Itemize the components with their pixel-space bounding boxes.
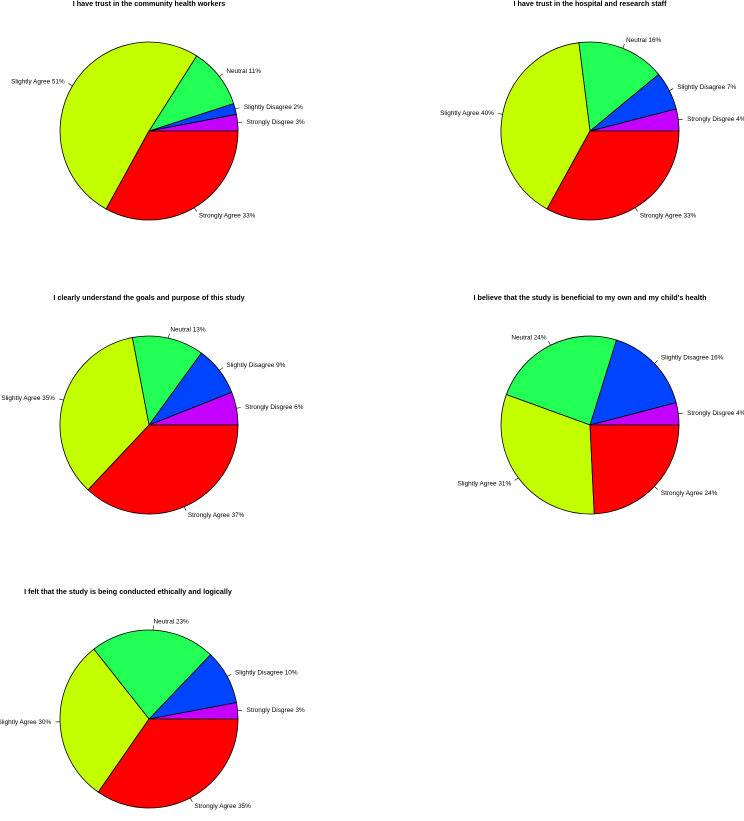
pie-labels: Strongly Disgree 3% Slightly Disagree 2% N… (11, 68, 305, 219)
slice-label: Strongly Agree 24% (661, 490, 718, 497)
slice-label: Neutral 16% (626, 37, 661, 44)
leader-line (236, 407, 241, 409)
slice-label: Strongly Disgree 3% (246, 119, 305, 126)
panel-title: I felt that the study is being conducted… (24, 587, 232, 596)
leader-line (635, 207, 638, 212)
slice-label: Neutral 11% (226, 68, 261, 75)
slice-label: Slightly Disagree 16% (661, 355, 724, 362)
slice-strongly-agree (97, 718, 239, 809)
slice-slightly-agree (59, 41, 198, 210)
pie-slices (59, 335, 239, 515)
slice-label: Neutral 24% (511, 334, 546, 341)
slice-neutral (93, 629, 212, 720)
leader-line (678, 412, 683, 415)
pie-slices (500, 41, 680, 221)
leader-line (68, 83, 73, 86)
slice-label: Slightly Agree 30% (0, 719, 51, 726)
leader-line (678, 118, 683, 121)
leader-line (622, 43, 625, 49)
slice-label: Strongly Agree 33% (640, 212, 697, 219)
pie-slices (500, 335, 680, 515)
slice-label: Slightly Agree 31% (458, 480, 512, 487)
leader-line (190, 797, 193, 802)
panel-community-health-workers: I have trust in the community health wor… (11, 0, 305, 221)
slice-label: Strongly Disgree 6% (245, 404, 304, 411)
slice-label: Slightly Agree 35% (1, 395, 55, 402)
leader-line (548, 341, 551, 346)
panel-goals-purpose: I clearly understand the goals and purpo… (1, 293, 303, 519)
leader-line (184, 506, 187, 511)
panel-title: I have trust in the hospital and researc… (514, 0, 668, 8)
slice-strongly-agree (87, 424, 239, 515)
panel-beneficial-health: I believe that the study is beneficial t… (458, 293, 744, 515)
pie-slices (59, 629, 239, 809)
pie-labels: Strongly Disgree 6% Slightly Disagree 9% N… (1, 327, 303, 519)
slice-label: Slightly Agree 40% (440, 110, 494, 117)
slice-slightly-agree (500, 394, 595, 515)
leader-line (498, 113, 503, 115)
slice-label: Strongly Disgree 4% (687, 410, 744, 417)
slice-label: Slightly Disagree 9% (226, 362, 285, 369)
slice-strongly-agree (589, 424, 680, 515)
pie-labels: Strongly Disgree 4% Slightly Disagree 7% N… (440, 37, 744, 219)
panel-hospital-research-staff: I have trust in the hospital and researc… (440, 0, 744, 221)
slice-slightly-agree (500, 42, 591, 210)
slice-neutral (131, 335, 202, 426)
slice-label: Strongly Disgree 4% (687, 116, 744, 123)
panel-title: I believe that the study is beneficial t… (474, 293, 707, 302)
slice-label: Strongly Agree 33% (199, 212, 256, 219)
slice-label: Strongly Agree 35% (194, 803, 251, 810)
slice-slightly-agree (59, 648, 150, 793)
pie-slices (59, 41, 239, 221)
panel-ethical-conduct: I felt that the study is being conducted… (0, 587, 305, 810)
leader-line (219, 73, 224, 77)
leader-line (227, 674, 232, 677)
leader-line (654, 486, 658, 490)
leader-line (59, 398, 64, 401)
slice-label: Slightly Disagree 7% (677, 84, 736, 91)
slice-strongly-agree (105, 130, 239, 221)
panel-title: I have trust in the community health wor… (73, 0, 226, 8)
slice-label: Strongly Disgree 3% (246, 707, 305, 714)
leader-line (235, 107, 240, 110)
leader-line (654, 360, 658, 364)
leader-line (194, 207, 197, 212)
pie-labels: Strongly Disgree 4% Slightly Disagree 16%… (458, 334, 744, 496)
slice-label: Slightly Agree 51% (11, 78, 65, 85)
slice-label: Slightly Disagree 2% (244, 104, 303, 111)
slice-label: Neutral 13% (170, 327, 205, 334)
slice-label: Neutral 23% (154, 618, 189, 625)
slice-label: Strongly Agree 37% (188, 512, 245, 519)
leader-line (168, 333, 170, 339)
slice-slightly-agree (59, 337, 150, 491)
leader-line (219, 367, 224, 371)
leader-line (669, 88, 674, 91)
slice-strongly-agree (546, 130, 680, 221)
slice-label: Slightly Disagree 10% (235, 669, 298, 676)
pie-labels: Strongly Disgree 3% Slightly Disagree 10%… (0, 618, 305, 810)
panel-title: I clearly understand the goals and purpo… (53, 293, 244, 302)
leader-line (514, 477, 519, 481)
